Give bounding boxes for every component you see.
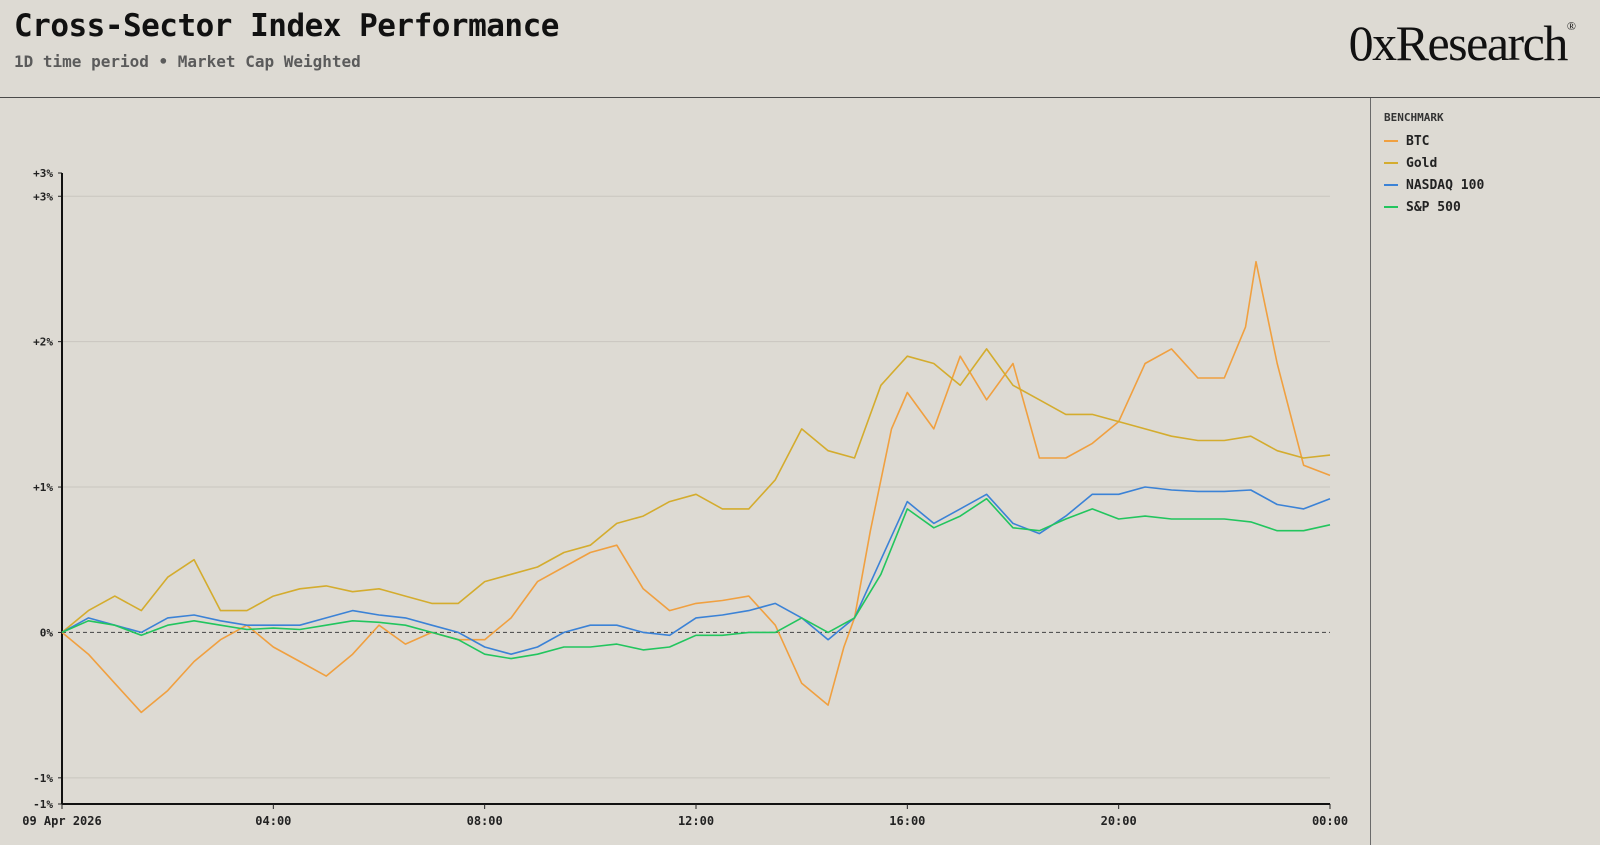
y-tick-label: 0% [40,626,54,639]
y-tick-label: +2% [33,336,53,349]
legend-label: NASDAQ 100 [1406,177,1485,193]
x-tick-label: 00:00 [1312,814,1348,828]
x-tick-label: 16:00 [889,814,925,828]
legend-item: Gold [1384,152,1584,174]
line-chart: +3% +3% +2% +1% 0% -1% -1% 09 Apr 2026 04:00 08:0… [22,167,1348,828]
y-tick-label: +3% [33,190,53,203]
legend-item: NASDAQ 100 [1384,174,1584,196]
legend-swatch [1384,206,1398,208]
chart-title: Cross-Sector Index Performance [14,8,559,44]
y-tick-label: -1% [33,798,53,811]
legend-item: BTC [1384,130,1584,152]
series-line-btc [61,260,1331,714]
legend-swatch [1384,184,1398,186]
chart-subtitle: 1D time period • Market Cap Weighted [14,52,361,71]
registered-mark: ® [1566,19,1576,34]
series-line-s-p-500 [61,497,1331,660]
legend-label: S&P 500 [1406,199,1461,215]
x-tick-label: 09 Apr 2026 [22,814,101,828]
x-tick-label: 08:00 [467,814,503,828]
legend-swatch [1384,140,1398,142]
legend-items: BTC Gold NASDAQ 100 S&P 500 [1384,130,1584,218]
brand-logo-text: 0xResearch [1348,15,1569,71]
series-line-nasdaq-100 [61,486,1331,655]
x-tick-label: 20:00 [1101,814,1137,828]
legend-divider [1370,98,1371,845]
brand-logo: 0xResearch® [1349,14,1576,72]
legend-swatch [1384,162,1398,164]
y-tick-label: +3% [33,167,53,180]
legend-label: BTC [1406,133,1430,149]
x-tick-label: 04:00 [255,814,291,828]
legend: BENCHMARK BTC Gold NASDAQ 100 S&P 500 [1384,111,1584,218]
legend-item: S&P 500 [1384,196,1584,218]
y-tick-label: -1% [33,772,53,785]
y-tick-label: +1% [33,481,53,494]
series-line-gold [61,348,1331,634]
chart-header: Cross-Sector Index Performance 1D time p… [0,0,1600,98]
legend-label: Gold [1406,155,1438,171]
legend-title: BENCHMARK [1384,111,1444,124]
x-tick-label: 12:00 [678,814,714,828]
